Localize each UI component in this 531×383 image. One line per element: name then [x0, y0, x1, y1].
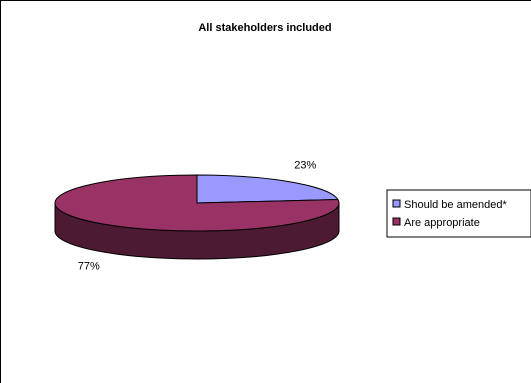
- legend-box: [386, 189, 531, 238]
- legend-label-1: Are appropriate: [404, 217, 480, 229]
- legend-swatch-0: [392, 199, 401, 208]
- pie-slice-1: [54, 174, 340, 232]
- data-label-0: 23%: [294, 159, 316, 171]
- pie-data-labels: 23% 77%: [78, 159, 317, 272]
- pie-slice-0: [196, 174, 339, 204]
- legend-swatch-1: [392, 217, 401, 226]
- legend: Should be amended* Are appropriate: [386, 189, 531, 238]
- data-label-1: 77%: [78, 261, 100, 273]
- pie-top-faces: [54, 174, 340, 232]
- chart-title: All stakeholders included: [198, 22, 331, 34]
- legend-label-0: Should be amended*: [404, 199, 507, 211]
